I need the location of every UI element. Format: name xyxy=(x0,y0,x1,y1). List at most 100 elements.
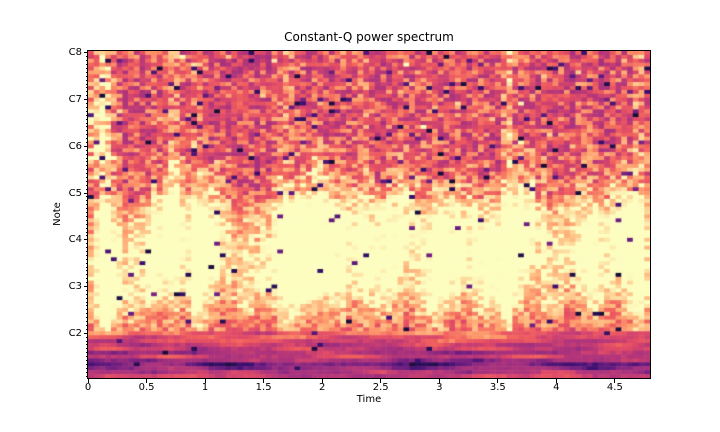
spectrogram-heatmap xyxy=(88,51,650,378)
y-minor-tick xyxy=(86,371,88,373)
chart-title: Constant-Q power spectrum xyxy=(284,30,454,44)
x-tick-label: 1 xyxy=(201,382,209,393)
y-minor-tick xyxy=(86,68,88,70)
y-minor-tick xyxy=(86,223,88,225)
y-minor-tick xyxy=(86,352,88,354)
y-minor-tick xyxy=(86,231,88,233)
y-minor-tick xyxy=(86,79,88,81)
y-minor-tick xyxy=(86,363,88,365)
y-minor-tick xyxy=(86,56,88,58)
y-minor-tick xyxy=(86,219,88,221)
x-axis-label: Time xyxy=(356,394,382,405)
y-minor-tick xyxy=(86,375,88,377)
y-minor-tick xyxy=(86,317,88,319)
x-tick-label: 2 xyxy=(318,382,326,393)
y-minor-tick xyxy=(86,278,88,280)
y-minor-tick xyxy=(86,126,88,128)
y-minor-tick xyxy=(86,289,88,291)
x-tick xyxy=(321,379,323,383)
y-minor-tick xyxy=(86,243,88,245)
y-tick xyxy=(84,99,88,101)
y-minor-tick xyxy=(86,309,88,311)
y-minor-tick xyxy=(86,118,88,120)
y-minor-tick xyxy=(86,250,88,252)
y-minor-tick xyxy=(86,204,88,206)
y-minor-tick xyxy=(86,95,88,97)
y-minor-tick xyxy=(86,64,88,66)
y-minor-tick xyxy=(86,266,88,268)
y-minor-tick xyxy=(86,196,88,198)
y-minor-tick xyxy=(86,188,88,190)
x-tick xyxy=(146,379,148,383)
y-minor-tick xyxy=(86,141,88,143)
y-tick xyxy=(84,239,88,241)
y-minor-tick xyxy=(86,297,88,299)
y-minor-tick xyxy=(86,321,88,323)
y-minor-tick xyxy=(86,169,88,171)
y-minor-tick xyxy=(86,184,88,186)
x-tick xyxy=(614,379,616,383)
y-tick xyxy=(84,192,88,194)
y-minor-tick xyxy=(86,340,88,342)
y-tick-label: C3 xyxy=(68,281,82,293)
y-minor-tick xyxy=(86,114,88,116)
y-minor-tick xyxy=(86,324,88,326)
y-minor-tick xyxy=(86,165,88,167)
y-minor-tick xyxy=(86,161,88,163)
x-tick-label: 1.5 xyxy=(255,382,272,393)
y-minor-tick xyxy=(86,348,88,350)
y-minor-tick xyxy=(86,227,88,229)
y-tick-label: C6 xyxy=(68,140,82,152)
y-minor-tick xyxy=(86,293,88,295)
y-minor-tick xyxy=(86,130,88,132)
y-minor-tick xyxy=(86,83,88,85)
x-tick xyxy=(204,379,206,383)
y-minor-tick xyxy=(86,247,88,249)
y-minor-tick xyxy=(86,200,88,202)
y-minor-tick xyxy=(86,344,88,346)
x-tick xyxy=(263,379,265,383)
y-minor-tick xyxy=(86,138,88,140)
y-axis-label: Note xyxy=(52,202,63,226)
y-minor-tick xyxy=(86,110,88,112)
y-tick xyxy=(84,145,88,147)
y-minor-tick xyxy=(86,157,88,159)
y-minor-tick xyxy=(86,359,88,361)
x-tick xyxy=(87,379,89,383)
y-minor-tick xyxy=(86,262,88,264)
x-tick-label: 2.5 xyxy=(372,382,389,393)
y-tick-label: C4 xyxy=(68,234,82,246)
x-tick-label: 4.5 xyxy=(606,382,623,393)
x-tick-label: 4 xyxy=(553,382,560,393)
y-tick-label: C5 xyxy=(68,187,82,199)
y-minor-tick xyxy=(86,215,88,217)
y-minor-tick xyxy=(86,328,88,330)
y-minor-tick xyxy=(86,60,88,62)
y-tick-label: C8 xyxy=(68,47,82,59)
y-minor-tick xyxy=(86,180,88,182)
y-tick-label: C2 xyxy=(68,327,82,339)
y-tick xyxy=(84,52,88,54)
y-minor-tick xyxy=(86,274,88,276)
y-minor-tick xyxy=(86,212,88,214)
y-minor-tick xyxy=(86,177,88,179)
y-minor-tick xyxy=(86,122,88,124)
y-minor-tick xyxy=(86,336,88,338)
x-tick xyxy=(555,379,557,383)
y-minor-tick xyxy=(86,258,88,260)
y-tick xyxy=(84,286,88,288)
y-minor-tick xyxy=(86,235,88,237)
x-tick-label: 3 xyxy=(436,382,443,393)
y-tick xyxy=(84,332,88,334)
y-tick-label: C7 xyxy=(68,94,82,106)
y-minor-tick xyxy=(86,367,88,369)
x-tick xyxy=(497,379,499,383)
y-minor-tick xyxy=(86,75,88,77)
y-minor-tick xyxy=(86,71,88,73)
x-tick-label: 3.5 xyxy=(489,382,506,393)
y-minor-tick xyxy=(86,103,88,105)
y-minor-tick xyxy=(86,87,88,89)
y-minor-tick xyxy=(86,270,88,272)
x-tick xyxy=(438,379,440,383)
y-minor-tick xyxy=(86,153,88,155)
